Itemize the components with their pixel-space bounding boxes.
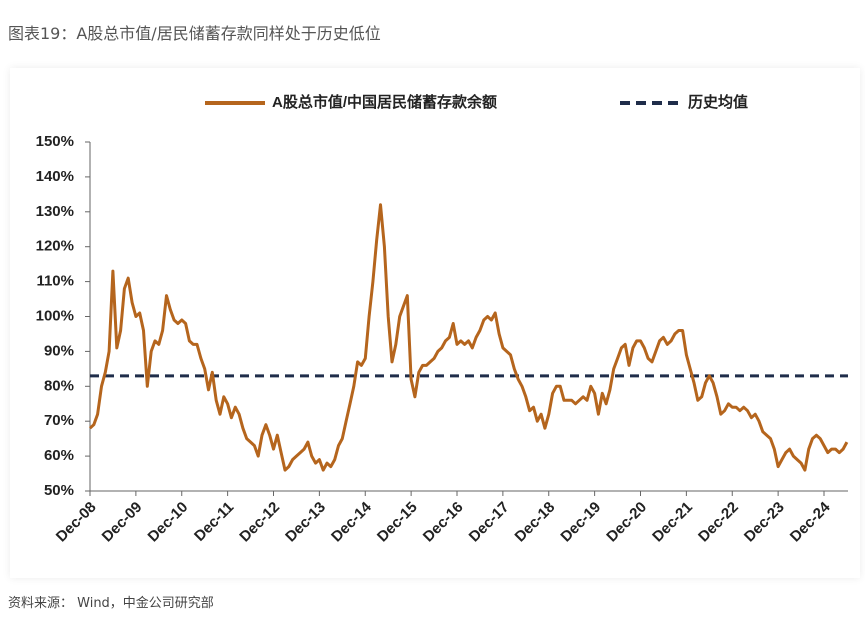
x-tick-label: Dec-13: [282, 499, 329, 546]
y-tick-label: 60%: [44, 447, 74, 464]
legend-label: 历史均值: [688, 93, 748, 111]
x-tick-label: Dec-19: [557, 499, 604, 546]
x-tick-label: Dec-18: [512, 499, 559, 546]
y-tick-label: 50%: [44, 482, 74, 499]
y-tick-label: 110%: [36, 273, 74, 290]
y-tick-label: 140%: [36, 168, 74, 185]
x-tick-label: Dec-10: [145, 499, 192, 546]
x-tick-label: Dec-21: [649, 499, 696, 546]
y-tick-label: 120%: [36, 238, 74, 255]
x-tick-label: Dec-24: [787, 498, 834, 545]
x-tick-label: Dec-09: [99, 499, 146, 546]
x-tick-label: Dec-16: [420, 499, 467, 546]
source-note: 资料来源： Wind，中金公司研究部: [8, 596, 214, 611]
x-tick-label: Dec-15: [374, 499, 421, 546]
chart-card: [10, 68, 860, 578]
y-tick-label: 100%: [36, 307, 74, 324]
legend-label: A股总市值/中国居民储蓄存款余额: [272, 93, 497, 111]
x-tick-label: Dec-17: [466, 499, 513, 546]
y-tick-label: 150%: [36, 133, 74, 150]
y-tick-label: 80%: [44, 377, 74, 394]
x-tick-label: Dec-08: [53, 499, 100, 546]
y-tick-label: 70%: [44, 412, 74, 429]
x-tick-label: Dec-22: [695, 499, 742, 546]
x-tick-label: Dec-11: [191, 499, 237, 545]
header-title: 图表19：A股总市值/居民储蓄存款同样处于历史低位: [8, 24, 381, 43]
x-tick-label: Dec-20: [603, 499, 650, 546]
data-line: [88, 203, 849, 472]
x-tick-label: Dec-12: [236, 499, 283, 546]
y-tick-label: 90%: [44, 342, 74, 359]
x-tick-label: Dec-14: [328, 498, 375, 545]
x-tick-label: Dec-23: [741, 499, 788, 546]
y-tick-label: 130%: [36, 203, 74, 220]
